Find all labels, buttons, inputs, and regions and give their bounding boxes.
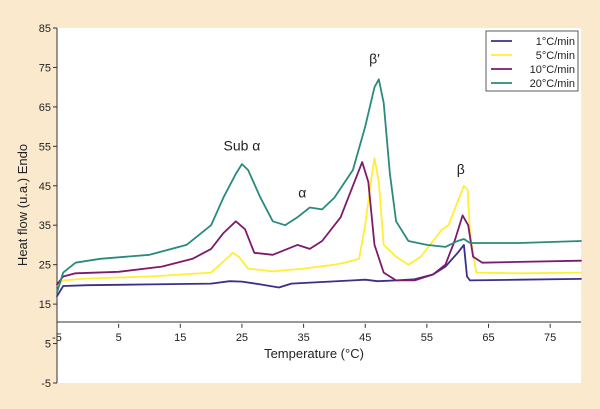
y-tick-label: 55 — [39, 141, 51, 153]
legend: 1°C/min 5°C/min 10°C/min 20°C/min — [485, 30, 579, 92]
y-tick-label: 5 — [45, 339, 51, 351]
annotation-label: β′ — [369, 51, 380, 67]
x-tick-label: 65 — [482, 332, 494, 344]
y-tick-label: 85 — [39, 23, 51, 35]
x-tick-label: 5 — [116, 332, 122, 344]
x-tick-label: -5 — [52, 332, 62, 344]
y-tick-label: 25 — [39, 260, 51, 272]
x-tick-label: 75 — [544, 332, 556, 344]
series-line-2 — [56, 161, 582, 286]
annotation-layer: Sub α α β′ β — [223, 51, 464, 201]
y-tick-label: -5 — [41, 378, 51, 390]
legend-label: 20°C/min — [530, 78, 575, 90]
annotation-label: α — [298, 185, 306, 201]
x-axis-title: Temperature (°C) — [264, 346, 364, 361]
series-line-0 — [56, 243, 582, 298]
y-tick-label: 35 — [39, 220, 51, 232]
legend-label: 10°C/min — [530, 64, 575, 76]
y-axis-ticks: 85 75 65 55 45 35 25 15 5 -5 — [39, 23, 57, 390]
legend-label: 1°C/min — [536, 36, 575, 48]
x-tick-label: 45 — [359, 332, 371, 344]
y-axis-title: Heat flow (u.a.) Endo — [15, 144, 30, 266]
y-tick-label: 75 — [39, 62, 51, 74]
x-tick-label: 55 — [421, 332, 433, 344]
x-axis-ticks: -5 5 15 25 35 45 55 65 75 — [52, 323, 556, 344]
annotation-label: Sub α — [223, 137, 260, 153]
legend-label: 5°C/min — [536, 50, 575, 62]
annotation-label: β — [457, 161, 465, 177]
x-tick-label: 15 — [174, 332, 186, 344]
x-tick-label: 25 — [236, 332, 248, 344]
series-layer — [56, 78, 582, 298]
y-tick-label: 45 — [39, 181, 51, 193]
y-tick-label: 15 — [39, 299, 51, 311]
series-line-3 — [56, 78, 582, 294]
x-tick-label: 35 — [297, 332, 309, 344]
y-tick-label: 65 — [39, 102, 51, 114]
series-line-1 — [56, 157, 582, 286]
